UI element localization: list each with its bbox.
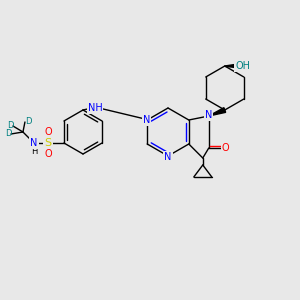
- Text: O: O: [222, 143, 230, 153]
- Text: H: H: [31, 146, 37, 155]
- Polygon shape: [225, 64, 235, 68]
- Text: NH: NH: [88, 103, 102, 113]
- Text: OH: OH: [235, 61, 250, 71]
- Text: O: O: [44, 127, 52, 137]
- Text: D: D: [5, 130, 11, 139]
- Text: N: N: [142, 115, 150, 125]
- Polygon shape: [209, 108, 226, 116]
- Text: S: S: [44, 138, 52, 148]
- Text: N: N: [30, 138, 38, 148]
- Text: D: D: [7, 122, 13, 130]
- Text: N: N: [205, 110, 212, 120]
- Text: O: O: [44, 149, 52, 159]
- Text: N: N: [164, 152, 172, 162]
- Text: D: D: [25, 118, 31, 127]
